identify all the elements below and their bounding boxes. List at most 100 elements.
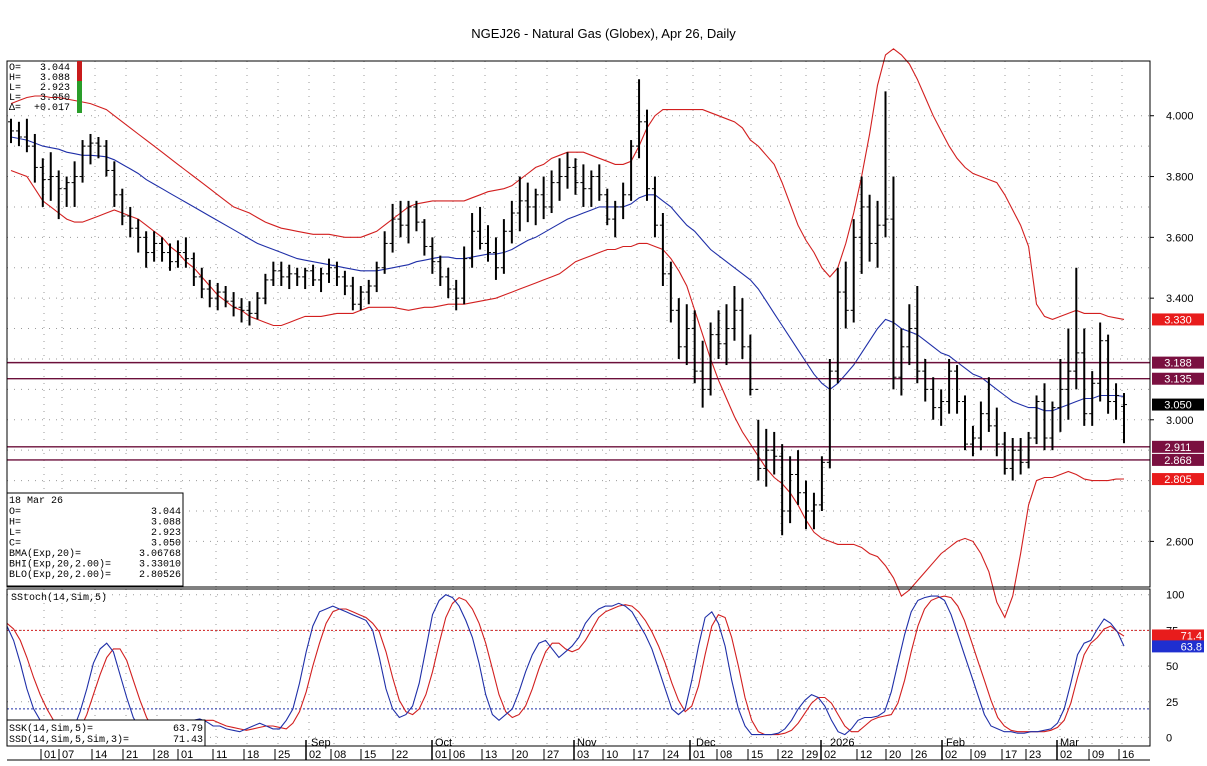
data-window-value: 3.044: [151, 507, 181, 518]
osc-badge-label: 71.4: [1181, 630, 1202, 642]
osc-values-frame: [6, 719, 206, 747]
month-label: 2026: [830, 737, 854, 749]
ohlc-legend-key: O=: [9, 63, 21, 74]
legends: O= 3.044 H= 3.088 L= 2.923 L= 3.050 Δ= +0.017 18 M…: [6, 61, 206, 747]
date-label: 12: [860, 749, 872, 761]
date-label: 21: [126, 749, 138, 761]
ohlc-bars: [8, 79, 1127, 536]
osc-tick-label: 0: [1166, 732, 1172, 744]
price-badge-label: 3.135: [1164, 374, 1192, 386]
data-window-key: BHI(Exp,20,2.00)=: [9, 559, 111, 571]
osc-value-value: 63.79: [173, 724, 203, 735]
date-label: 16: [1122, 749, 1134, 761]
date-label: 17: [637, 749, 649, 761]
range-indicator-low: [77, 81, 82, 113]
price-panel-frame: [6, 60, 1151, 588]
price-tick-label: 3.600: [1166, 232, 1194, 244]
date-label: 25: [278, 749, 290, 761]
date-label: 02: [1060, 749, 1072, 761]
price-badge: [1152, 372, 1204, 385]
osc-panel-title: SStoch(14,Sim,5): [11, 592, 107, 604]
ohlc-legend-key: Δ=: [9, 103, 21, 114]
date-label: 01: [181, 749, 193, 761]
date-label: 28: [157, 749, 169, 761]
osc-badge-label: 63.8: [1181, 641, 1202, 653]
osc-tick-label: 25: [1166, 697, 1178, 709]
data-window-value: 2.923: [151, 528, 181, 539]
data-window-key: L=: [9, 528, 21, 539]
date-label: 17: [1005, 749, 1017, 761]
month-label: Nov: [577, 737, 597, 749]
month-label: Dec: [696, 737, 716, 749]
date-label: 20: [516, 749, 528, 761]
date-label: 09: [1092, 749, 1104, 761]
osc-values-box: SSK(14,Sim,5)= 63.79 SSD(14,Sim,5,Sim,3)= 7…: [6, 719, 206, 747]
data-window-key: H=: [9, 518, 21, 529]
ohlc-legend-value: +0.017: [34, 103, 70, 114]
date-label: 18: [247, 749, 259, 761]
data-window-key: C=: [9, 539, 21, 550]
ohlc-legend-value: 3.044: [40, 63, 70, 74]
osc-value-value: 71.43: [173, 735, 203, 746]
horizontal-levels: [7, 361, 1150, 461]
osc-tick-label: 100: [1166, 590, 1184, 602]
price-badge-label: 2.868: [1164, 455, 1192, 467]
price-tick-label: 2.600: [1166, 536, 1194, 548]
data-window: 18 Mar 26O= 3.044 H= 3.088 L= 2.923 C= 3.050 BMA…: [6, 492, 184, 587]
price-badge: [1152, 473, 1204, 486]
ssd-line: [6, 595, 1125, 737]
series-line-2: [10, 169, 1125, 619]
date-label: 01: [435, 749, 447, 761]
date-label: 01: [693, 749, 705, 761]
month-label: Sep: [311, 737, 331, 749]
data-window-key: BMA(Exp,20)=: [9, 548, 81, 560]
price-badge-label: 2.911: [1165, 442, 1192, 454]
data-window-value: 3.06768: [139, 549, 181, 560]
date-label: 01: [44, 749, 56, 761]
date-label: 15: [751, 749, 763, 761]
date-label: 29: [806, 749, 818, 761]
data-window-value: 3.050: [151, 539, 181, 550]
ohlc-legend-key: L=: [9, 83, 21, 94]
price-tick-label: 3.800: [1166, 172, 1194, 184]
chart-frame: [6, 60, 1151, 761]
range-indicator-high: [77, 61, 82, 81]
date-label: 27: [547, 749, 559, 761]
data-window-value: 2.80526: [139, 570, 181, 581]
ohlc-legend-key: L=: [9, 93, 21, 104]
month-label: Oct: [435, 737, 452, 749]
axes: 4.0003.8003.6003.4003.0002.6001007550250…: [40, 111, 1204, 761]
date-label: 22: [396, 749, 408, 761]
osc-badge: [1152, 640, 1204, 653]
price-tick-label: 4.000: [1166, 111, 1194, 123]
chart-title: NGEJ26 - Natural Gas (Globex), Apr 26, D…: [471, 26, 736, 41]
date-label: 03: [577, 749, 589, 761]
date-label: 02: [309, 749, 321, 761]
date-label: 02: [824, 749, 836, 761]
price-badge: [1152, 356, 1204, 369]
data-window-date: 18 Mar 26: [9, 496, 63, 507]
date-label: 22: [781, 749, 793, 761]
ohlc-legend: O= 3.044 H= 3.088 L= 2.923 L= 3.050 Δ= +0.017: [9, 61, 82, 114]
date-label: 23: [1029, 749, 1041, 761]
osc-value-key: SSD(14,Sim,5,Sim,3)=: [9, 734, 129, 746]
data-window-value: 3.33010: [139, 560, 181, 571]
data-window-key: O=: [9, 507, 21, 518]
price-badge: [1152, 453, 1204, 466]
price-badge: [1152, 313, 1204, 326]
series-line-0: [10, 136, 1125, 412]
date-label: 06: [453, 749, 465, 761]
ohlc-legend-value: 3.088: [40, 73, 70, 84]
ohlc-legend-value: 3.050: [40, 93, 70, 104]
price-badge-label: 3.050: [1164, 400, 1192, 412]
stochastic-panel: [6, 594, 1150, 741]
date-label: 09: [974, 749, 986, 761]
date-label: 08: [334, 749, 346, 761]
price-badge-label: 2.805: [1164, 474, 1192, 486]
ohlc-legend-key: H=: [9, 73, 21, 84]
date-label: 15: [364, 749, 376, 761]
price-tick-label: 3.000: [1166, 415, 1194, 427]
date-label: 11: [216, 749, 227, 761]
date-label: 26: [915, 749, 927, 761]
